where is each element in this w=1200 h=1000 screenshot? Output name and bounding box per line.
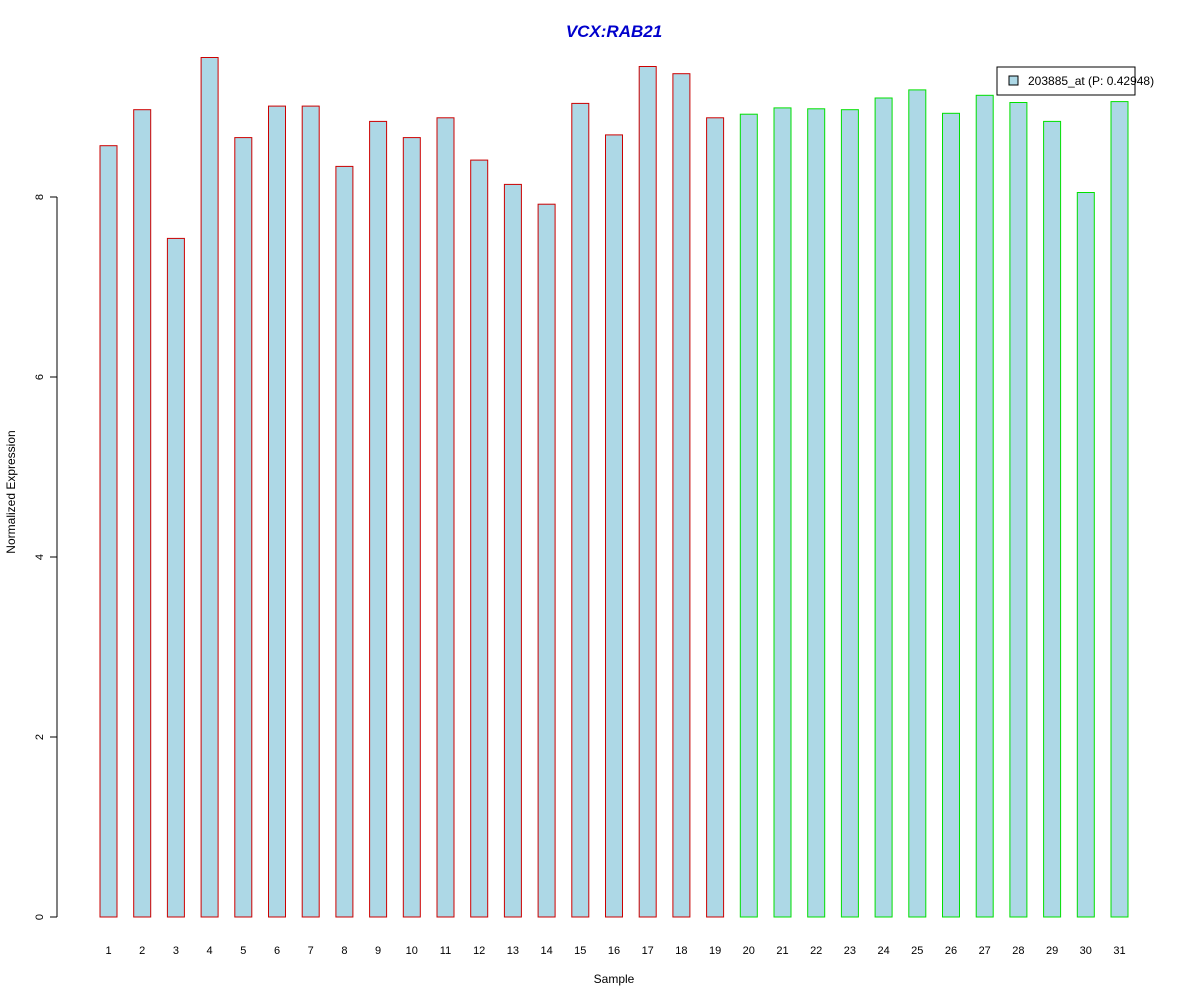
x-axis: 1 2 3 4 5 6 7 8 9 10 11 12 13 14 15 16 17 18 19 20 21 22 23 24 2… (105, 945, 1125, 957)
x-tick-label: 17 (642, 945, 654, 957)
bar-sample-2 (133, 109, 152, 918)
x-tick-label: 27 (979, 945, 991, 957)
y-tick-label: 8 (34, 194, 46, 200)
bar-sample-1 (99, 145, 118, 918)
bars-group (99, 57, 1129, 918)
x-tick-label: 14 (540, 945, 552, 957)
bar-sample-18 (672, 73, 691, 918)
chart-title: VCX:RAB21 (566, 22, 662, 41)
x-tick-label: 23 (844, 945, 856, 957)
x-tick-label: 25 (911, 945, 923, 957)
x-tick-label: 8 (341, 945, 347, 957)
x-tick-label: 6 (274, 945, 280, 957)
bar-sample-20 (739, 113, 758, 918)
x-tick-label: 18 (675, 945, 687, 957)
x-tick-label: 12 (473, 945, 485, 957)
x-tick-label: 20 (743, 945, 755, 957)
legend-box (996, 66, 1136, 96)
bar-sample-13 (503, 183, 522, 918)
x-tick-label: 11 (440, 945, 451, 957)
bar-sample-8 (335, 165, 354, 918)
legend: 203885_at (P: 0.42948) (996, 66, 1154, 96)
bar-sample-3 (166, 237, 185, 918)
x-tick-label: 2 (139, 945, 145, 957)
x-tick-label: 21 (776, 945, 788, 957)
y-tick-label: 0 (34, 914, 46, 920)
y-axis-label: Normalized Expression (4, 430, 18, 553)
x-tick-label: 4 (207, 945, 213, 957)
bar-sample-4 (200, 57, 219, 918)
x-tick-label: 16 (608, 945, 620, 957)
bar-sample-30 (1076, 192, 1095, 918)
bar-sample-11 (436, 117, 455, 918)
bar-sample-15 (571, 102, 590, 918)
x-tick-label: 7 (308, 945, 314, 957)
x-tick-label: 28 (1012, 945, 1024, 957)
x-tick-label: 15 (574, 945, 586, 957)
x-tick-label: 29 (1046, 945, 1058, 957)
x-axis-label: Sample (594, 972, 635, 986)
bar-sample-26 (942, 112, 960, 918)
x-tick-label: 10 (406, 945, 418, 957)
x-tick-label: 24 (877, 945, 889, 957)
legend-entry-label: 203885_at (P: 0.42948) (1028, 74, 1154, 88)
x-tick-label: 19 (709, 945, 721, 957)
bar-sample-31 (1110, 101, 1129, 918)
bar-sample-28 (1009, 102, 1028, 918)
x-tick-label: 30 (1080, 945, 1092, 957)
bar-sample-19 (706, 117, 725, 918)
y-axis: 0 2 4 6 8 (34, 194, 58, 920)
bar-sample-16 (605, 134, 623, 918)
bar-sample-14 (537, 203, 556, 918)
x-tick-label: 31 (1113, 945, 1125, 957)
bar-sample-23 (840, 109, 859, 918)
x-tick-label: 3 (173, 945, 179, 957)
x-tick-label: 13 (507, 945, 519, 957)
x-tick-label: 1 (105, 945, 111, 957)
bar-sample-12 (470, 159, 489, 918)
x-tick-label: 9 (375, 945, 381, 957)
x-tick-label: 26 (945, 945, 957, 957)
bar-sample-27 (975, 94, 994, 918)
bar-sample-6 (268, 105, 286, 918)
bar-sample-9 (369, 120, 388, 918)
bar-sample-22 (807, 108, 826, 918)
bar-sample-17 (638, 66, 657, 918)
bar-sample-25 (908, 89, 927, 918)
bar-sample-29 (1043, 120, 1062, 918)
y-tick-label: 4 (34, 554, 46, 560)
bar-sample-10 (402, 137, 421, 918)
y-tick-label: 2 (34, 734, 46, 740)
x-tick-label: 5 (240, 945, 246, 957)
bar-sample-24 (874, 97, 893, 918)
bar-sample-21 (773, 107, 792, 918)
bar-sample-5 (234, 137, 253, 918)
x-tick-label: 22 (810, 945, 822, 957)
bar-sample-7 (301, 105, 320, 918)
legend-swatch (1008, 75, 1019, 86)
y-tick-label: 6 (34, 374, 46, 380)
